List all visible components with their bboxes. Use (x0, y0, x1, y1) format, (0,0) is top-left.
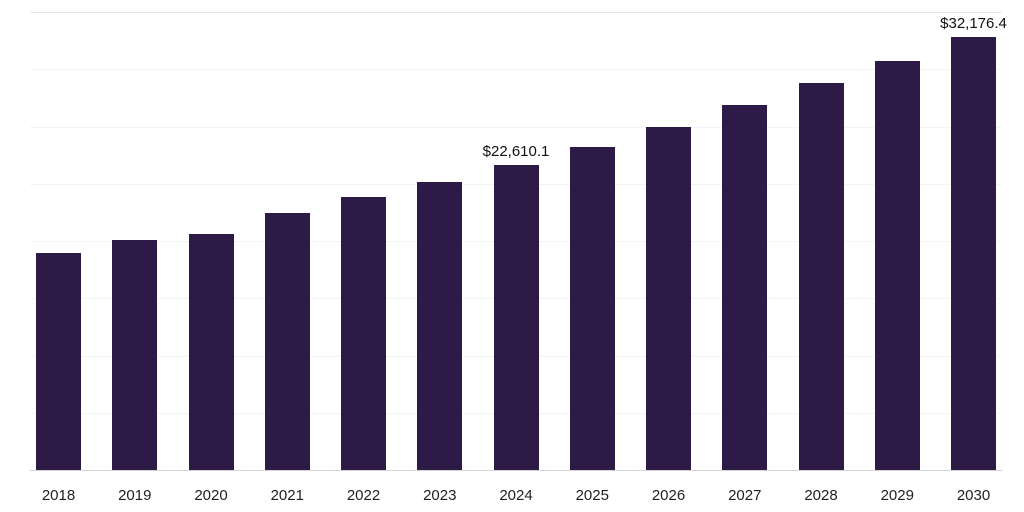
x-tick-label-2024: 2024 (499, 487, 533, 504)
x-tick-label-2028: 2028 (804, 487, 838, 504)
gridline (30, 126, 1002, 128)
value-label-2030: $32,176.4 (940, 14, 1007, 32)
bar-2022 (341, 196, 386, 470)
x-axis-labels: 2018 2019 2020 2021 2022 2023 2024 2025 2026 2027… (30, 487, 1002, 504)
bar-2020 (188, 234, 234, 470)
x-tick-label-2030: 2030 (956, 487, 991, 504)
bar-column-2021 (264, 12, 310, 470)
bar-2019 (112, 239, 158, 470)
bar-column-2019 (112, 12, 158, 470)
bar-column-2029 (874, 12, 920, 470)
bar-column-2030: $32,176.4 (940, 12, 1007, 470)
bar-2030 (951, 36, 996, 470)
value-label-2024: $22,610.1 (482, 143, 550, 161)
bar-2024 (493, 165, 539, 470)
x-axis-line (30, 470, 1002, 471)
bar-2027 (722, 104, 768, 470)
bar-2025 (569, 146, 615, 470)
bar-2018 (36, 253, 81, 470)
gridline (30, 69, 1002, 71)
gridline (30, 12, 1002, 13)
bar-2028 (798, 83, 844, 470)
x-tick-label-2027: 2027 (728, 487, 762, 504)
bar-column-2023 (417, 12, 463, 470)
bar-2029 (874, 60, 920, 470)
bar-2023 (417, 181, 463, 470)
x-tick-label-2029: 2029 (880, 487, 914, 504)
bar-column-2025 (569, 12, 615, 470)
bar-column-2026 (646, 12, 691, 470)
x-tick-label-2018: 2018 (41, 487, 76, 504)
bar-column-2018 (36, 12, 81, 470)
x-tick-label-2021: 2021 (270, 487, 304, 504)
bars: $22,610.1 $32,176.4 (30, 12, 1007, 470)
x-tick-label-2020: 2020 (194, 487, 228, 504)
x-tick-label-2023: 2023 (423, 487, 457, 504)
x-tick-label-2025: 2025 (575, 487, 609, 504)
plot-area: $22,610.1 $32,176.4 (30, 12, 1007, 471)
x-tick-label-2022: 2022 (346, 487, 381, 504)
bar-column-2022 (341, 12, 386, 470)
bar-column-2028 (798, 12, 844, 470)
bar-2026 (646, 126, 691, 470)
bar-2021 (264, 212, 310, 470)
bar-column-2024: $22,610.1 (483, 12, 549, 470)
x-tick-label-2026: 2026 (651, 487, 686, 504)
bar-column-2020 (188, 12, 234, 470)
bar-column-2027 (722, 12, 768, 470)
x-tick-label-2019: 2019 (118, 487, 152, 504)
